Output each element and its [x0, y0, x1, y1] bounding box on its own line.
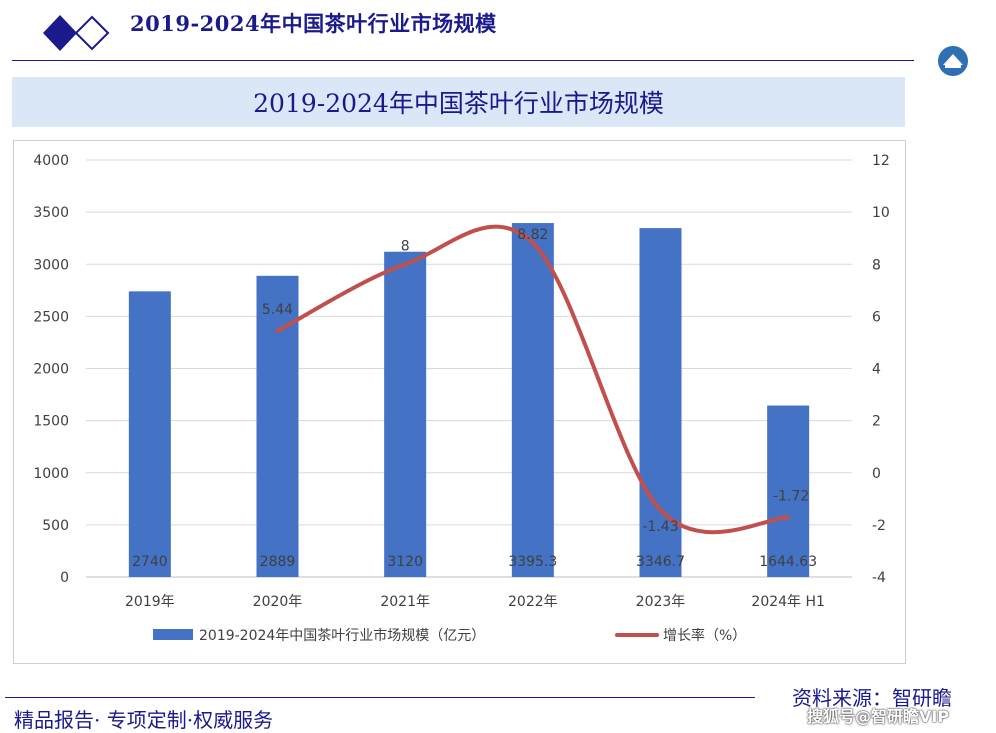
x-tick-label: 2020年: [253, 594, 303, 610]
y-left-tick-label: 3500: [33, 205, 69, 221]
bar: [384, 251, 427, 577]
bar-data-label: 1644.63: [759, 554, 817, 570]
y-left-tick-label: 0: [60, 570, 69, 586]
y-left-tick-label: 1500: [33, 414, 69, 430]
bar-data-label: 2889: [260, 554, 296, 570]
y-right-tick-label: -2: [872, 518, 886, 534]
x-tick-label: 2022年: [508, 594, 558, 610]
y-right-tick-label: 6: [872, 309, 881, 325]
legend-bar-label: 2019-2024年中国茶叶行业市场规模（亿元）: [199, 627, 485, 644]
x-tick-label: 2021年: [380, 594, 430, 610]
line-data-label: -1.43: [642, 519, 678, 535]
y-left-tick-label: 4000: [33, 153, 69, 169]
bar-data-label: 3120: [387, 554, 423, 570]
y-left-tick-label: 1000: [33, 466, 69, 482]
logo-diamond-outline: [74, 15, 110, 51]
chart-title-band: 2019-2024年中国茶叶行业市场规模: [12, 77, 905, 127]
chart-area: 2740 2889 3120 3395.3 3346.7 1644.63 5.44 8 8.82…: [13, 140, 906, 664]
brand-logo-icon: [937, 45, 969, 77]
bar: [639, 228, 682, 578]
header-title: 2019-2024年中国茶叶行业市场规模: [130, 11, 497, 36]
y-right-tick-label: 0: [872, 466, 881, 482]
line-data-label: 5.44: [262, 302, 293, 318]
line-data-label: -1.72: [773, 489, 809, 505]
bar: [511, 223, 554, 577]
bar: [256, 275, 299, 577]
y-right-tick-label: 4: [872, 362, 881, 378]
line-data-label: 8.82: [517, 227, 548, 243]
bar: [767, 405, 810, 577]
footer-source: 资料来源：智研瞻: [792, 686, 952, 710]
x-tick-label: 2023年: [636, 594, 686, 610]
legend-bar-swatch: [153, 629, 193, 640]
legend-line-label: 增长率（%）: [663, 627, 746, 644]
y-left-tick-label: 2500: [33, 309, 69, 325]
bar-data-label: 2740: [132, 554, 168, 570]
y-left-tick-label: 3000: [33, 257, 69, 273]
y-right-tick-label: 10: [872, 205, 890, 221]
x-tick-label: 2019年: [125, 594, 175, 610]
footer-divider: [5, 697, 755, 698]
y-right-tick-label: 8: [872, 257, 881, 273]
y-right-tick-label: 2: [872, 414, 881, 430]
y-right-tick-label: 12: [872, 153, 890, 169]
y-left-tick-label: 500: [42, 518, 69, 534]
line-data-label: 8: [401, 238, 410, 254]
y-left-tick-label: 2000: [33, 362, 69, 378]
footer-slogan: 精品报告· 专项定制·权威服务: [14, 708, 274, 732]
watermark: 搜狐号@智研瞻VIP: [807, 707, 950, 726]
combo-chart: 2740 2889 3120 3395.3 3346.7 1644.63 5.44 8 8.82…: [33, 153, 890, 644]
x-tick-label: 2024年 H1: [751, 594, 825, 610]
growth-rate-line: [275, 224, 791, 535]
logo-diamond-filled: [43, 15, 77, 51]
logo-diamonds: [40, 12, 114, 54]
chart-title: 2019-2024年中国茶叶行业市场规模: [253, 89, 664, 118]
bar-data-label: 3346.7: [636, 554, 685, 570]
header-divider: [12, 60, 914, 61]
bar-data-label: 3395.3: [508, 554, 557, 570]
y-right-tick-label: -4: [872, 570, 886, 586]
bar: [128, 291, 171, 577]
